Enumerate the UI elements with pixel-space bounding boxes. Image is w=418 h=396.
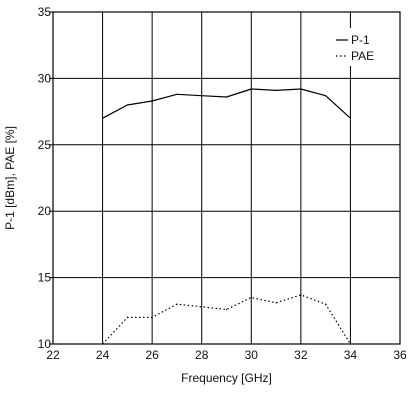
- legend-box: [330, 28, 396, 66]
- data-point: [151, 100, 153, 102]
- data-point: [201, 306, 203, 308]
- legend-label-p1: P-1: [351, 33, 370, 47]
- data-point: [225, 308, 228, 311]
- y-tick-labels: 10 15 20 25 30 35: [38, 5, 53, 351]
- series-lines: [101, 88, 352, 345]
- x-tick-label: 22: [46, 348, 60, 362]
- legend-label-pae: PAE: [351, 49, 374, 63]
- plot-frame: [52, 11, 401, 345]
- x-tick-label: 36: [393, 348, 407, 362]
- data-point: [126, 316, 128, 319]
- data-point: [176, 93, 178, 95]
- y-tick-label: 20: [38, 204, 52, 218]
- x-tick-label: 26: [145, 348, 159, 362]
- data-point: [250, 296, 252, 299]
- data-point: [325, 303, 327, 305]
- x-axis-title: Frequency [GHz]: [181, 371, 272, 385]
- x-tick-label: 34: [344, 348, 358, 362]
- data-point: [201, 95, 203, 97]
- series-line-p-1: [102, 88, 351, 119]
- y-tick-label: 15: [38, 271, 52, 285]
- data-point: [349, 117, 352, 119]
- x-tick-label: 28: [195, 348, 209, 362]
- data-point: [300, 294, 302, 296]
- y-axis-title: P-1 [dBm], PAE [%]: [3, 126, 17, 230]
- data-point: [126, 104, 128, 106]
- data-point: [325, 95, 327, 97]
- legend: P-1 PAE: [330, 28, 396, 66]
- data-point: [151, 316, 153, 319]
- data-point: [275, 89, 277, 91]
- data-point: [300, 88, 302, 90]
- x-tick-labels: 22 24 26 28 30 32 34 36: [46, 348, 407, 362]
- data-point: [250, 88, 252, 90]
- series-line-pae: [102, 294, 351, 345]
- x-tick-label: 32: [294, 348, 308, 362]
- x-tick-label: 30: [245, 348, 259, 362]
- y-tick-label: 10: [38, 337, 52, 351]
- y-tick-label: 30: [38, 71, 52, 85]
- data-point: [101, 117, 104, 119]
- x-tick-label: 24: [96, 348, 110, 362]
- y-tick-label: 35: [38, 5, 52, 19]
- y-tick-label: 25: [38, 138, 52, 152]
- data-point: [176, 303, 178, 305]
- data-point: [275, 302, 277, 304]
- data-point: [225, 96, 228, 98]
